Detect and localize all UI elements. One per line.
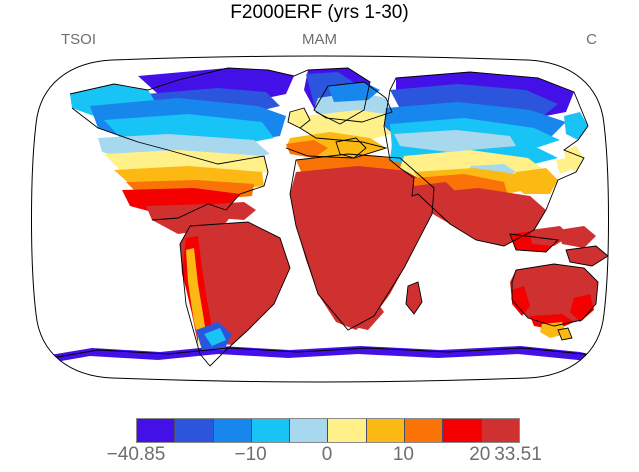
colorbar-segment-violet-blue	[137, 419, 176, 442]
region-africa	[290, 154, 434, 330]
variable-label: TSOI	[61, 31, 97, 48]
colorbar-segment-red	[443, 419, 482, 442]
colorbar-tick-5: 33.51	[494, 444, 542, 465]
colorbar-tick-0: −40.85	[106, 444, 166, 465]
colorbar-tick-labels: −40.85 −10 0 10 20 33.51	[0, 444, 639, 470]
colorbar-segment-dark-red	[481, 419, 519, 442]
colorbar-segment-pale-yellow	[328, 419, 367, 442]
chart-title: F2000ERF (yrs 1-30)	[230, 2, 409, 23]
colorbar-segment-light-blue	[290, 419, 329, 442]
subtitle-row: TSOI MAM C	[34, 31, 605, 51]
region-europe	[286, 82, 406, 158]
colorbar-segment-cyan	[251, 419, 291, 442]
colorbar-segment-orange	[405, 419, 444, 442]
colorbar-segment-dodger-blue	[213, 419, 252, 442]
map-outline	[31, 55, 609, 383]
region-oceania	[510, 226, 609, 340]
colorbar	[136, 418, 520, 443]
map-data-layer	[38, 68, 609, 378]
map-plot-area	[18, 54, 622, 384]
colorbar-tick-4: 20	[469, 444, 491, 465]
world-map-svg	[18, 54, 622, 384]
colorbar-segment-amber	[366, 419, 406, 442]
colorbar-segment-royal-blue	[175, 419, 214, 442]
coastlines	[39, 67, 609, 367]
colorbar-tick-2: 0	[321, 444, 333, 465]
region-asia	[384, 72, 588, 246]
colorbar-tick-3: 10	[392, 444, 414, 465]
season-label: MAM	[302, 31, 337, 48]
units-label: C	[586, 31, 597, 48]
colorbar-tick-1: −10	[234, 444, 267, 465]
